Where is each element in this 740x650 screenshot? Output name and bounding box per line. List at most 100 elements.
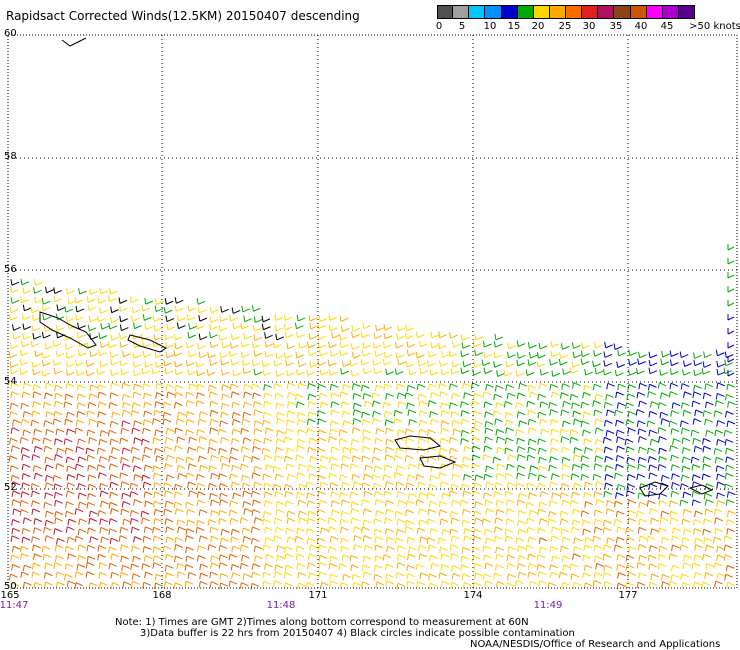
wind-barb [284,331,294,339]
wind-barb [505,499,515,506]
wind-barb [373,465,383,473]
wind-barb [473,393,482,400]
wind-barb [262,411,272,419]
wind-barb [218,447,227,455]
wind-barb [484,562,494,570]
wind-barb [153,324,163,332]
wind-barb [385,393,394,400]
wind-barb [683,391,692,398]
wind-barb [690,429,700,437]
wind-barb [472,535,482,543]
wind-barb [451,341,461,348]
wind-barb [439,547,448,554]
wind-barb [188,436,198,444]
wind-barb [209,400,219,408]
wind-barb [427,544,437,552]
wind-barb [352,581,361,589]
wind-barb [350,370,360,377]
wind-barb [11,499,21,506]
wind-barb [77,483,86,490]
wind-barb [64,447,74,455]
wind-barb [262,571,272,579]
wind-barb [10,554,19,562]
wind-barb [537,447,547,455]
wind-barb [89,384,99,392]
wind-barb [164,333,174,340]
wind-barb [625,554,635,562]
wind-barb [210,535,219,543]
wind-barb [440,420,450,428]
wind-barb [154,573,164,581]
wind-barb [396,528,405,536]
wind-barb [363,545,373,552]
wind-barb [570,573,580,580]
legend-color-swatch [485,5,502,19]
wind-barb [680,427,690,435]
wind-barb [307,401,317,408]
wind-barb [162,411,172,419]
wind-barb [647,554,657,562]
wind-barb [726,383,736,391]
wind-barb [198,351,208,359]
wind-barb [351,325,361,332]
wind-barb [174,384,184,392]
wind-barb [165,536,175,544]
wind-barb [196,474,205,481]
wind-barb [462,456,472,464]
wind-barb [694,510,703,518]
wind-barb [294,393,304,401]
wind-barb [515,482,525,490]
wind-barb [657,427,667,434]
wind-barb [727,314,735,321]
wind-barb [647,383,657,391]
wind-barb [504,472,514,480]
wind-barb [627,571,636,579]
wind-barb [727,244,735,251]
wind-barb [241,474,250,482]
wind-barb [416,527,426,535]
wind-barb [716,369,726,376]
wind-barb [429,474,439,482]
wind-barb [86,501,96,509]
wind-barb [33,445,43,453]
wind-barb [328,456,338,464]
legend-tick: 35 [609,21,623,32]
wind-barb [286,382,296,389]
wind-barb [539,401,549,408]
wind-barb [199,572,208,580]
wind-barb [20,491,30,498]
wind-barb [98,472,107,479]
wind-barb [417,393,427,401]
wind-barb [516,563,526,570]
wind-barb [704,418,713,426]
wind-barb [52,418,62,425]
wind-barb [109,392,119,399]
wind-barb [604,473,614,481]
wind-barb [110,334,120,341]
wind-barb [284,564,294,572]
wind-barb [20,296,29,304]
wind-barb [593,509,603,517]
wind-barb [573,482,582,490]
wind-barb [44,456,54,464]
wind-barb [155,361,164,368]
wind-barb [605,430,615,437]
wind-barb [527,342,537,349]
wind-barb [219,351,229,359]
wind-barb [143,446,153,454]
wind-barb [86,555,96,563]
wind-barb [726,420,736,428]
wind-barb [41,331,51,339]
wind-barb [209,331,218,339]
wind-barb [295,368,305,376]
wind-barb [669,445,679,452]
wind-barb [558,571,568,579]
wind-barb [671,535,680,543]
wind-barb [495,499,505,507]
wind-barb [55,324,65,332]
wind-barb [152,500,162,508]
wind-barb [406,402,415,410]
wind-barb [352,392,362,400]
wind-barb [198,315,208,322]
wind-barb [109,481,119,489]
